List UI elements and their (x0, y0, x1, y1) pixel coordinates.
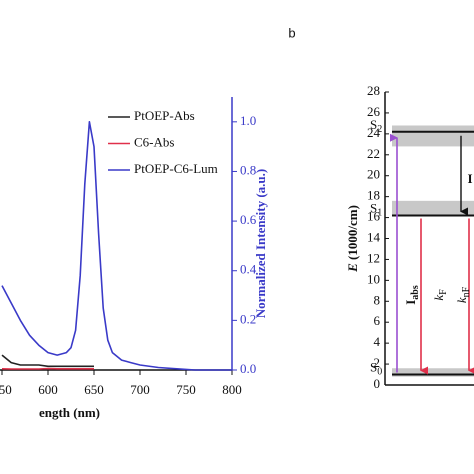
y-tick-label: 0.6 (240, 212, 257, 227)
rate-symbol: I (467, 171, 472, 186)
level-symbol: S (370, 360, 377, 375)
y-tick-label: 14 (367, 229, 381, 244)
level-band (392, 368, 474, 377)
y-tick-label: 12 (367, 250, 380, 265)
rate-label: Iabs (403, 285, 421, 305)
y-tick-label: 1.0 (240, 113, 256, 128)
x-tick-label: 650 (84, 382, 104, 397)
rate-subscript: F (438, 289, 449, 295)
rate-label: kF (431, 289, 449, 301)
y-tick-label: 22 (367, 146, 380, 161)
panel-label: b (288, 25, 295, 40)
level-subscript: 2 (377, 124, 382, 135)
y-axis-label: Normalized Intensity (a.u.) (253, 169, 268, 319)
level-subscript: 0 (377, 367, 382, 378)
series-line (1, 121, 232, 371)
level-label: S1 (370, 200, 382, 218)
rate-subscript: abs (410, 285, 421, 300)
y-tick-label: 26 (367, 104, 381, 119)
y-tick-label: 0.4 (240, 262, 257, 277)
legend-label: PtOEP-Abs (134, 108, 195, 123)
rate-subscript: nF (461, 286, 472, 297)
level-band (392, 125, 474, 147)
level-label: S2 (370, 117, 382, 135)
legend-label: PtOEP-C6-Lum (134, 161, 218, 176)
y-tick-label: 0 (374, 376, 381, 391)
rate-label: knF (454, 286, 472, 303)
y-tick-label: 18 (367, 188, 380, 203)
x-tick-label: 550 (0, 382, 12, 397)
x-tick-label: 700 (130, 382, 150, 397)
rate-symbol: I (403, 300, 418, 305)
x-axis-label: ength (nm) (39, 405, 100, 420)
x-tick-label: 600 (38, 382, 58, 397)
y-tick-label: 2 (374, 355, 381, 370)
y-tick-label: 0.0 (240, 361, 256, 376)
y-tick-label: 6 (374, 313, 381, 328)
y-axis-unit: (1000/cm) (345, 205, 360, 263)
rate-symbol: k (454, 297, 469, 303)
series-line (1, 354, 94, 368)
level-symbol: S (370, 200, 377, 215)
y-tick-label: 20 (367, 167, 380, 182)
level-symbol: S (370, 117, 377, 132)
y-tick-label: 4 (374, 334, 381, 349)
series-line (1, 367, 94, 370)
y-tick-label: 16 (367, 209, 381, 224)
rate-symbol: k (431, 295, 446, 301)
y-tick-label: 0.2 (240, 311, 256, 326)
rate-label: I (467, 171, 472, 186)
x-tick-label: 750 (176, 382, 196, 397)
y-tick-label: 8 (374, 292, 381, 307)
level-band (392, 200, 474, 216)
y-axis-symbol: E (345, 263, 360, 273)
legend-label: C6-Abs (134, 134, 174, 149)
y-tick-label: 0.8 (240, 162, 256, 177)
y-axis-label: E (1000/cm) (345, 205, 360, 273)
y-tick-label: 28 (367, 83, 380, 98)
level-subscript: 1 (377, 208, 382, 219)
level-label: S0 (370, 360, 382, 378)
y-tick-label: 10 (367, 271, 380, 286)
y-tick-label: 24 (367, 125, 381, 140)
x-tick-label: 800 (222, 382, 242, 397)
